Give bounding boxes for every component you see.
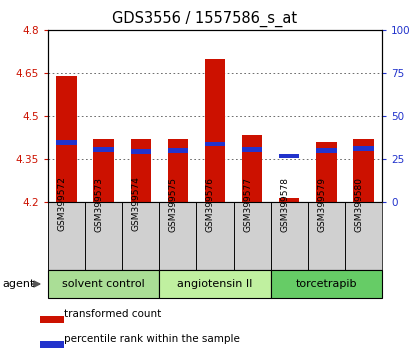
- Bar: [279, 154, 299, 159]
- Bar: [167, 148, 188, 153]
- Text: GSM399579: GSM399579: [317, 177, 326, 232]
- Text: angiotensin II: angiotensin II: [177, 279, 252, 289]
- Bar: [204, 142, 225, 146]
- Bar: [93, 139, 114, 202]
- Bar: [270, 270, 381, 298]
- Bar: [315, 142, 336, 202]
- Bar: [56, 76, 76, 202]
- Bar: [159, 270, 270, 298]
- Bar: [40, 341, 63, 348]
- Bar: [233, 202, 270, 270]
- Text: GSM399577: GSM399577: [243, 177, 252, 232]
- Text: agent: agent: [2, 279, 34, 289]
- Text: GSM399575: GSM399575: [169, 177, 178, 232]
- Bar: [40, 316, 63, 323]
- Bar: [122, 202, 159, 270]
- Text: solvent control: solvent control: [62, 279, 145, 289]
- Text: GSM399580: GSM399580: [353, 177, 362, 232]
- Bar: [270, 202, 307, 270]
- Text: GSM399574: GSM399574: [131, 177, 140, 232]
- Bar: [93, 147, 114, 152]
- Bar: [204, 59, 225, 202]
- Bar: [130, 139, 151, 202]
- Bar: [353, 147, 373, 151]
- Bar: [353, 139, 373, 202]
- Bar: [196, 202, 233, 270]
- Bar: [48, 270, 159, 298]
- Text: torcetrapib: torcetrapib: [295, 279, 356, 289]
- Bar: [56, 140, 76, 145]
- Bar: [85, 202, 122, 270]
- Text: transformed count: transformed count: [63, 309, 161, 319]
- Bar: [307, 202, 344, 270]
- Text: GSM399576: GSM399576: [205, 177, 214, 232]
- Text: GSM399572: GSM399572: [57, 177, 66, 232]
- Bar: [241, 135, 262, 202]
- Text: GSM399578: GSM399578: [279, 177, 288, 232]
- Bar: [315, 148, 336, 153]
- Bar: [167, 139, 188, 202]
- Text: percentile rank within the sample: percentile rank within the sample: [63, 335, 239, 344]
- Text: GDS3556 / 1557586_s_at: GDS3556 / 1557586_s_at: [112, 11, 297, 27]
- Bar: [344, 202, 381, 270]
- Text: GSM399573: GSM399573: [94, 177, 103, 232]
- Bar: [279, 198, 299, 202]
- Bar: [241, 147, 262, 152]
- Bar: [48, 202, 85, 270]
- Bar: [159, 202, 196, 270]
- Bar: [130, 149, 151, 154]
